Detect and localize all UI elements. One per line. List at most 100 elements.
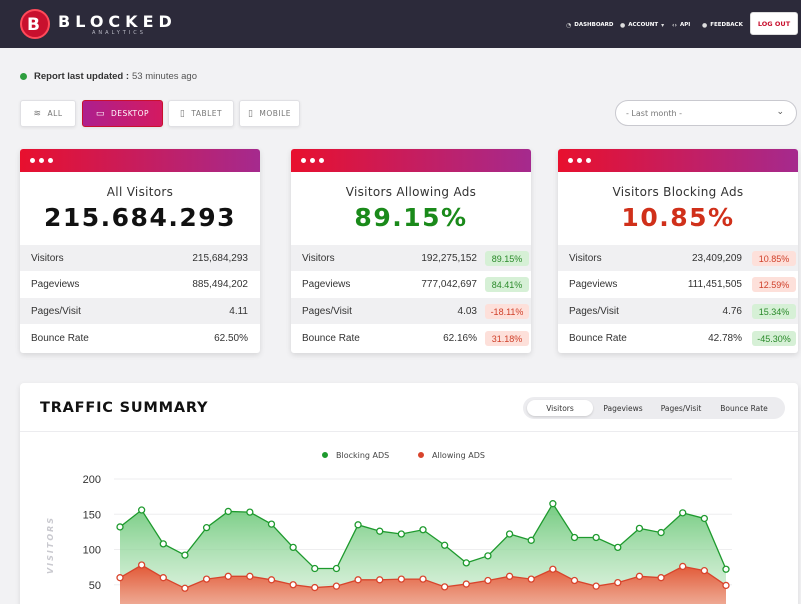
card-big-number: 10.85% [621,203,735,232]
blocking-point [397,530,406,538]
card-row: Pages/Visit 4.03 -18.11% [291,298,531,324]
change-badge: 12.59% [752,277,796,292]
nav-api[interactable]: ‹› API [672,20,690,30]
traffic-summary-title: TRAFFIC SUMMARY [40,400,209,416]
nav-account-label: ACCOUNT [628,22,659,28]
nav-dashboard-label: DASHBOARD [574,22,614,28]
card-title: Visitors Blocking Ads [612,185,744,199]
allowing-point [289,581,297,589]
card-big-number: 89.15% [354,203,468,232]
allowing-point [484,576,492,585]
status-dot-icon [20,73,27,80]
desktop-icon: ▭ [95,108,105,119]
card-title: All Visitors [106,185,174,199]
blocking-point [137,506,146,514]
logo-subtitle: ANALYTICS [92,30,146,36]
blocking-point [289,543,297,552]
blocking-point [376,527,384,535]
row-label: Bounce Rate [569,333,627,344]
nav-dashboard[interactable]: ◔ DASHBOARD [566,20,613,30]
blocking-point [246,508,254,516]
row-label: Pageviews [302,279,351,290]
card-row: Visitors 192,275,152 89.15% [291,245,531,271]
caret-down-icon: ▾ [661,21,665,29]
blocking-point [679,509,687,517]
row-value: 111,451,505 [687,279,742,290]
allowing-point [159,574,167,582]
row-label: Pageviews [569,279,618,290]
card-row: Pageviews 885,494,202 [20,271,260,297]
blocking-point [419,526,427,534]
blocking-point [700,514,709,523]
change-badge: 31.18% [485,331,529,346]
allowing-point [397,575,406,583]
row-value: 4.76 [722,306,742,317]
legend-marker [417,451,425,459]
y-tick-label: 100 [83,545,101,557]
status-time: 53 minutes ago [132,71,197,82]
nav-feedback[interactable]: ● FEEDBACK [702,20,743,30]
blocking-point [484,552,492,560]
change-badge: 84.41% [485,277,529,292]
chat-icon: ● [702,21,708,29]
filter-tablet-label: TABLET [191,109,223,118]
blocking-point [159,540,167,548]
blocking-point [181,551,189,559]
card-row: Pageviews 111,451,505 12.59% [558,271,798,297]
change-badge: -18.11% [485,304,529,319]
allowing-point [311,583,319,592]
metric-tabs: Visitors Pageviews Pages/Visit Bounce Ra… [523,397,785,419]
divider [20,431,798,432]
tablet-icon: ▯ [179,108,186,119]
allowing-point [246,572,254,580]
allowing-point [722,581,730,590]
card-title: Visitors Allowing Ads [345,185,477,199]
blocking-point [354,521,362,529]
card-big-number: 215.684.293 [43,203,237,232]
tab-visitors[interactable]: Visitors [527,400,593,416]
row-label: Visitors [302,253,335,264]
card-all-visitors: All Visitors 215.684.293 Visitors 215,684… [20,149,260,353]
card-row: Bounce Rate 62.50% [20,325,260,351]
status-label: Report last updated : [34,71,130,82]
allowing-point [635,572,644,580]
date-range-value: - Last month - [626,108,683,118]
tab-bounce-rate[interactable]: Bounce Rate [720,403,768,413]
logout-button[interactable]: LOG OUT [750,12,798,35]
filter-all-label: ALL [47,109,63,118]
nav-account[interactable]: ● ACCOUNT ▾ [620,20,664,30]
row-label: Pages/Visit [569,306,619,317]
blocking-point [311,564,319,573]
blocking-point [267,520,276,528]
allowing-point [505,572,514,580]
tab-pages-visit[interactable]: Pages/Visit [660,403,702,413]
allowing-point [700,567,709,575]
tab-pageviews[interactable]: Pageviews [603,403,643,413]
logo-mark: B [27,15,40,35]
blocking-point [440,541,449,549]
filter-tablet-button[interactable]: ▯ TABLET [168,100,234,127]
blocking-point [592,533,600,542]
filter-all-button[interactable]: ≋ ALL [20,100,76,127]
nav-api-label: API [679,22,691,28]
blocking-point [224,507,232,516]
filter-desktop-button[interactable]: ▭ DESKTOP [82,100,163,127]
allowing-point [527,575,535,583]
layers-icon: ≋ [33,108,42,119]
card-row: Bounce Rate 42.78% -45.30% [558,325,798,351]
y-tick-label: 200 [83,474,101,486]
row-label: Pages/Visit [302,306,352,317]
allowing-point [570,576,579,585]
row-value: 885,494,202 [192,279,248,290]
allowing-point [614,578,622,587]
row-value: 215,684,293 [192,253,248,264]
date-range-select[interactable]: - Last month - ⌄ [615,100,797,126]
blocking-point [527,536,535,544]
allowing-point [462,580,470,588]
y-tick-label: 150 [83,509,101,521]
allowing-point [181,584,189,592]
filter-mobile-button[interactable]: ▯ MOBILE [239,100,300,127]
allowing-point [332,582,341,590]
card-header [291,149,531,172]
